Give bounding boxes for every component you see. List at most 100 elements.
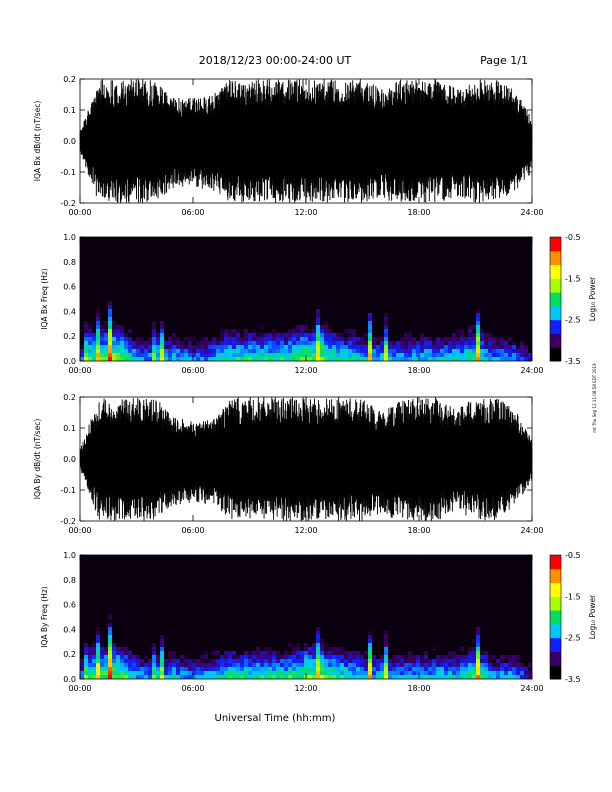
spectrogram-cell	[352, 345, 356, 349]
spectrogram-cell	[160, 357, 164, 361]
spectrogram-cell	[192, 667, 196, 671]
spectrogram-cell	[472, 663, 476, 667]
spectrogram-cell	[140, 659, 144, 663]
spectrogram-cell	[368, 675, 372, 679]
spectrogram-cell	[420, 675, 424, 679]
spectrogram-cell	[256, 651, 260, 655]
spectrogram-cell	[500, 667, 504, 671]
spectrogram-cell	[288, 659, 292, 663]
spectrogram-cell	[276, 651, 280, 655]
spectrogram-cell	[324, 325, 328, 329]
spectrogram-cell	[112, 341, 116, 345]
spectrogram-cell	[296, 325, 300, 329]
spectrogram-cell	[448, 671, 452, 675]
spectrogram-cell	[140, 337, 144, 341]
spectrogram-cell	[200, 659, 204, 663]
spectrogram-cell	[436, 349, 440, 353]
spectrogram-cell	[124, 647, 128, 651]
spectrogram-cell	[132, 655, 136, 659]
spectrogram-cell	[152, 321, 156, 325]
spectrogram-cell	[240, 667, 244, 671]
spectrogram-cell	[288, 353, 292, 357]
spectrogram-cell	[104, 651, 108, 655]
spectrogram-cell	[444, 337, 448, 341]
spectrogram-cell	[428, 667, 432, 671]
page-number: Page 1/1	[480, 54, 528, 67]
spectrogram-cell	[368, 647, 372, 651]
spectrogram-cell	[316, 325, 320, 329]
y-tick-label: 0.8	[63, 258, 76, 267]
spectrogram-cell	[400, 675, 404, 679]
spectrogram-cell	[116, 651, 120, 655]
spectrogram-cell	[304, 341, 308, 345]
spectrogram-cell	[312, 659, 316, 663]
spectrogram-cell	[336, 345, 340, 349]
spectrogram-cell	[124, 337, 128, 341]
spectrogram-cell	[180, 655, 184, 659]
x-tick-label: 12:00	[294, 366, 317, 375]
spectrogram-cell	[392, 667, 396, 671]
spectrogram-cell	[112, 651, 116, 655]
spectrogram-cell	[108, 635, 112, 639]
spectrogram-cell	[392, 341, 396, 345]
spectrogram-cell	[136, 357, 140, 361]
spectrogram-cell	[332, 349, 336, 353]
spectrogram-cell	[448, 675, 452, 679]
spectrogram-cell	[212, 659, 216, 663]
spectrogram-cell	[464, 349, 468, 353]
spectrogram-cell	[160, 675, 164, 679]
spectrogram-cell	[124, 341, 128, 345]
spectrogram-cell	[292, 671, 296, 675]
spectrogram-cell	[304, 663, 308, 667]
spectrogram-cell	[184, 357, 188, 361]
spectrogram-cell	[476, 321, 480, 325]
spectrogram-cell	[200, 663, 204, 667]
spectrogram-cell	[104, 675, 108, 679]
spectrogram-cell	[268, 663, 272, 667]
spectrogram-cell	[384, 345, 388, 349]
spectrogram-cell	[128, 663, 132, 667]
spectrogram-cell	[512, 671, 516, 675]
spectrogram-cell	[168, 671, 172, 675]
spectrogram-cell	[112, 353, 116, 357]
spectrogram-cell	[436, 663, 440, 667]
spectrogram-cell	[508, 345, 512, 349]
spectrogram-cell	[124, 357, 128, 361]
spectrogram-cell	[384, 659, 388, 663]
spectrogram-cell	[264, 659, 268, 663]
spectrogram-cell	[152, 643, 156, 647]
spectrogram-cell	[508, 349, 512, 353]
spectrogram-cell	[224, 333, 228, 337]
spectrogram-cell	[452, 349, 456, 353]
spectrogram-cell	[300, 651, 304, 655]
spectrogram-cell	[460, 655, 464, 659]
y-tick-label: 0.4	[63, 625, 76, 634]
spectrogram-cell	[452, 651, 456, 655]
spectrogram-cell	[512, 675, 516, 679]
spectrogram-cell	[100, 333, 104, 337]
spectrogram-cell	[272, 353, 276, 357]
spectrogram-cell	[112, 667, 116, 671]
spectrogram-cell	[92, 353, 96, 357]
y-tick-label: -0.2	[60, 199, 76, 208]
spectrogram-cell	[328, 333, 332, 337]
spectrogram-cell	[324, 337, 328, 341]
spectrogram-cell	[496, 353, 500, 357]
spectrogram-cell	[232, 329, 236, 333]
spectrogram-cell	[268, 341, 272, 345]
spectrogram-cell	[112, 655, 116, 659]
spectrogram-cell	[216, 353, 220, 357]
spectrogram-cell	[208, 353, 212, 357]
spectrogram-cell	[212, 671, 216, 675]
timestamp-note: rst Thu Sep 12 11:08:58 EDT 2019	[592, 363, 597, 433]
spectrogram-cell	[468, 333, 472, 337]
spectrogram-cell	[256, 671, 260, 675]
colorbar-top: Log₁₀ Power -0.5-1.5-2.5-3.5	[549, 233, 597, 366]
spectrogram-cell	[328, 655, 332, 659]
spectrogram-cell	[160, 639, 164, 643]
spectrogram-cell	[112, 337, 116, 341]
spectrogram-cell	[296, 329, 300, 333]
spectrogram-cell	[460, 337, 464, 341]
spectrogram-cell	[472, 671, 476, 675]
spectrogram-cell	[84, 655, 88, 659]
